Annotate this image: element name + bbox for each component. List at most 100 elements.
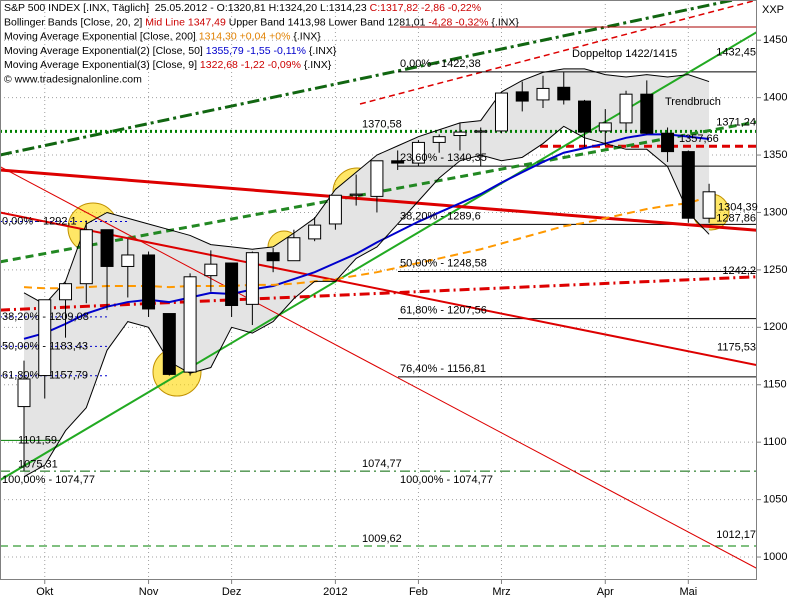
trend-channel [0, 0, 741, 157]
candle-body [308, 224, 322, 240]
level-label: 38,20% - 1209,08 [2, 311, 89, 323]
candle-body [79, 229, 93, 285]
level-label: 50,00% - 1248,58 [400, 257, 487, 269]
candle-body [266, 252, 280, 262]
trend-label: 1432,45 [716, 46, 756, 58]
legend-text: {.INX} [489, 16, 520, 28]
candle-body [38, 299, 52, 377]
indicator-line [23, 125, 710, 478]
level-label: 1075,31 [18, 458, 58, 470]
candle-body [142, 254, 156, 310]
trend-label: 1175,53 [717, 341, 756, 353]
level-label: 1357,66 [679, 133, 719, 145]
candle-body [245, 252, 259, 305]
trend-label: 1371,24 [716, 117, 756, 129]
legend-entry: © www.tradesignalonline.com [4, 73, 142, 85]
legend-text: {.INX} [301, 59, 332, 71]
y-tick-label: 1100 [763, 436, 787, 448]
candle-body [536, 87, 550, 101]
candle-body [183, 276, 197, 373]
indicator-line [23, 68, 710, 305]
legend-text: S&P 500 INDEX [.INX, Täglich] 25.05.2012… [4, 2, 370, 14]
legend: S&P 500 INDEX [.INX, Täglich] 25.05.2012… [4, 2, 519, 86]
y-tick-label: 1200 [763, 321, 787, 333]
x-tick-label: 2012 [323, 586, 347, 598]
y-tick-label: 1050 [763, 494, 787, 506]
level-label: 1304,39 [718, 201, 758, 213]
candle-body [619, 93, 633, 124]
legend-text: Upper Band 1413,98 Lower Band 1281,01 [226, 16, 429, 28]
legend-text: 1322,68 -1,22 -0,09% [200, 59, 301, 71]
legend-text: Moving Average Exponential(3) [Close, 9] [4, 59, 200, 71]
y-tick-label: 1350 [763, 149, 787, 161]
legend-text: 1355,79 -1,55 -0,11% [206, 45, 306, 57]
level-label: 100,00% - 1074,77 [2, 474, 95, 486]
candle-body [494, 92, 508, 132]
trend-label: 1287,86 [716, 212, 756, 224]
legend-entry: Moving Average Exponential(3) [Close, 9]… [4, 59, 332, 71]
legend-text: © www.tradesignalonline.com [4, 73, 142, 85]
level-label: 1074,77 [362, 458, 402, 470]
legend-text: -4,28 -0,32% [428, 16, 488, 28]
x-tick-label: Mrz [492, 586, 510, 598]
indicator-line [23, 195, 710, 290]
trend-channel [359, 0, 757, 105]
legend-text: Moving Average Exponential(2) [Close, 50… [4, 45, 206, 57]
x-tick-label: Mai [679, 586, 697, 598]
legend-text: 1314,30 +0,04 +0% [199, 30, 291, 42]
candle-body [391, 160, 405, 164]
candle-body [225, 262, 239, 307]
legend-entry: Bollinger Bands [Close, 20, 2] Mid Line … [4, 16, 519, 28]
candle-body [411, 141, 425, 164]
trend-line [0, 166, 757, 569]
candle-body [287, 237, 301, 262]
y-axis-label: XXP [762, 4, 784, 16]
indicator-line [23, 133, 710, 340]
candle-body [453, 131, 467, 137]
candle-body [661, 132, 675, 153]
y-tick-label: 1400 [763, 92, 787, 104]
trend-label: 1012,17 [716, 529, 756, 541]
candle-body [702, 191, 716, 219]
legend-entry: Moving Average Exponential(2) [Close, 50… [4, 45, 337, 57]
candle-body [121, 254, 135, 267]
x-tick-label: Nov [139, 586, 159, 598]
legend-entry: S&P 500 INDEX [.INX, Täglich] 25.05.2012… [4, 2, 481, 14]
level-label: 1101,59 [18, 434, 57, 446]
candle-body [640, 93, 654, 134]
candle-body [328, 194, 342, 225]
level-label: 23,60% - 1340,35 [400, 152, 487, 164]
trend-line [0, 211, 757, 367]
legend-entry: Moving Average Exponential [Close, 200] … [4, 30, 321, 42]
candle-body [515, 91, 529, 102]
legend-text: C:1317,82 -2,86 -0,22% [370, 2, 482, 14]
x-tick-label: Apr [597, 586, 614, 598]
candle-body [681, 151, 695, 219]
candle-body [162, 313, 176, 375]
trend-line [0, 275, 757, 312]
level-label: 50,00% - 1183,43 [2, 340, 88, 352]
level-label: 61,80% - 1207,56 [400, 305, 487, 317]
level-label: 61,80% - 1157,79 [2, 370, 88, 382]
candle-body [370, 160, 384, 197]
plot-border [0, 0, 757, 580]
level-label: 38,20% - 1289,6 [400, 210, 481, 222]
candle-body [474, 130, 488, 133]
y-axis: XXP 1000 1050 1100 1150 1200 1250 1300 1350 1400… [36, 4, 787, 598]
y-tick-label: 1000 [763, 551, 787, 563]
y-tick-label: 1300 [763, 206, 787, 218]
candle-body [432, 136, 446, 143]
candle-body [17, 378, 31, 408]
candle-body [578, 100, 592, 133]
trend-label: 1242,2 [722, 265, 756, 277]
legend-text: Mid Line 1347,49 [145, 16, 226, 28]
level-label: 1009,62 [362, 533, 402, 545]
x-tick-label: Feb [409, 586, 428, 598]
legend-text: Moving Average Exponential [Close, 200] [4, 30, 199, 42]
annotation: Trendbruch [665, 96, 721, 108]
candle-body [204, 263, 218, 277]
y-tick-label: 1150 [763, 379, 787, 391]
candle-body [598, 122, 612, 132]
trend-line [0, 168, 757, 232]
